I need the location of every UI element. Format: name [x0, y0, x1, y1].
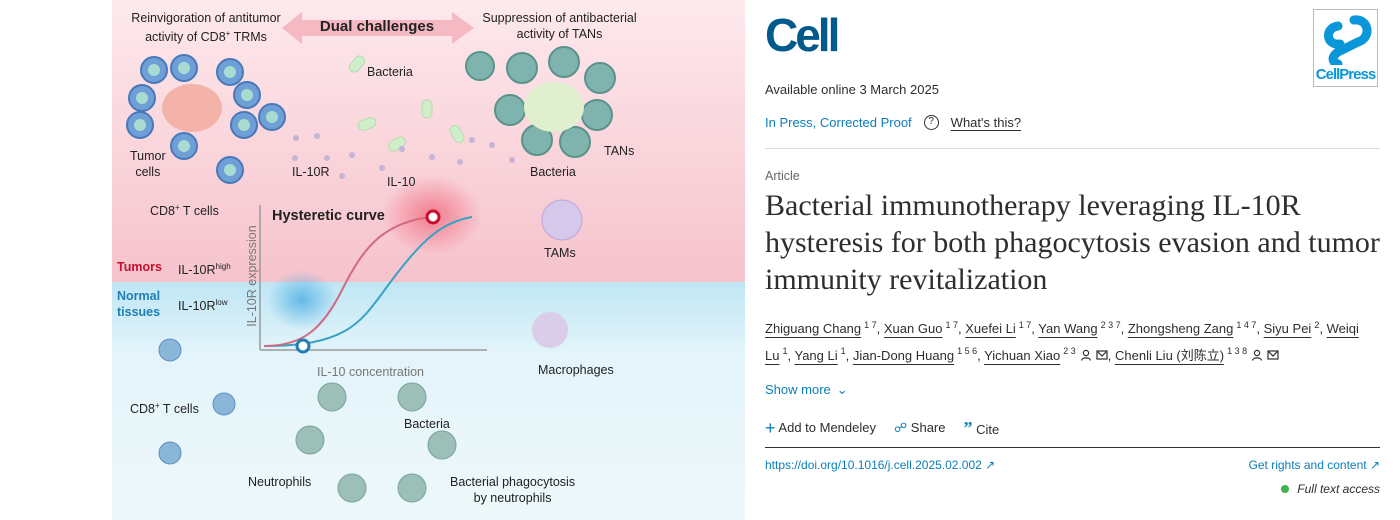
person-icon[interactable]: [1080, 346, 1092, 368]
plus-icon: +: [765, 417, 776, 438]
author-link[interactable]: Chenli Liu (刘陈立): [1114, 347, 1225, 363]
author-link[interactable]: Zhiguang Chang: [765, 321, 862, 337]
graphical-abstract: Reinvigoration of antitumor activity of C…: [112, 0, 745, 520]
divider: [765, 446, 1380, 448]
label-phagocytosis: Bacterial phagocytosis by neutrophils: [450, 475, 576, 505]
author-link[interactable]: Yan Wang: [1038, 321, 1098, 337]
actions-row: + Add to Mendeley ☍ Share ” Cite: [765, 418, 1390, 439]
label-bacteria-bottom: Bacteria: [404, 417, 450, 431]
author-link[interactable]: Siyu Pei: [1263, 321, 1312, 337]
article-header: Cell CellPress Available online 3 March …: [765, 0, 1390, 520]
affiliation-refs[interactable]: 1: [782, 346, 788, 357]
access-status: Full text access: [765, 482, 1380, 496]
label-il10r-low: IL-10Rlow: [178, 298, 228, 314]
author-link[interactable]: Zhongsheng Zang: [1127, 321, 1234, 337]
article-type: Article: [765, 169, 800, 183]
add-to-mendeley-button[interactable]: + Add to Mendeley: [765, 417, 876, 438]
author-link[interactable]: Xuefei Li: [965, 321, 1016, 337]
doi-link[interactable]: https://doi.org/10.1016/j.cell.2025.02.0…: [765, 457, 996, 472]
label-il10r: IL-10R: [292, 165, 330, 179]
show-more-button[interactable]: Show more ⌄: [765, 381, 848, 398]
affiliation-refs[interactable]: 1 4 7: [1236, 320, 1257, 330]
label-normal-tissues: Normal tissues: [117, 289, 161, 319]
affiliation-refs[interactable]: 2 3: [1063, 346, 1076, 357]
affiliation-refs[interactable]: 1: [840, 346, 846, 357]
axis-y-label: IL-10R expression: [245, 225, 259, 327]
whats-this-link[interactable]: What's this?: [950, 114, 1022, 130]
label-reinvigoration: Reinvigoration of antitumor activity of C…: [131, 11, 281, 45]
affiliation-refs[interactable]: 1 5 6: [957, 346, 978, 357]
affiliation-refs[interactable]: 1 7: [864, 320, 877, 330]
access-dot-icon: [1281, 484, 1290, 493]
label-macrophages: Macrophages: [538, 363, 614, 377]
label-tams: TAMs: [544, 246, 576, 260]
question-circle-icon[interactable]: ?: [923, 114, 939, 130]
article-title: Bacterial immunotherapy leveraging IL-10…: [765, 189, 1380, 296]
cite-button[interactable]: ” Cite: [963, 417, 1000, 438]
author-link[interactable]: Xuan Guo: [883, 321, 943, 337]
author-list: Zhiguang Chang 1 7, Xuan Guo 1 7, Xuefei L…: [765, 314, 1385, 368]
label-tumors: Tumors: [117, 260, 162, 274]
label-bacteria-tans: Bacteria: [530, 165, 576, 179]
label-tumor-cells: Tumor cells: [130, 149, 166, 179]
status-row: In Press, Corrected Proof ? What's this?: [765, 112, 1390, 132]
external-link-icon: ↗: [985, 457, 996, 472]
article-info: In Press, Corrected Proof ? What's this?…: [765, 112, 1390, 496]
label-bacteria-top: Bacteria: [367, 65, 413, 79]
divider: [765, 148, 1380, 149]
mail-icon[interactable]: [1096, 346, 1108, 368]
quote-icon: ”: [963, 417, 973, 438]
affiliation-refs[interactable]: 1 7: [1018, 320, 1032, 330]
author-link[interactable]: Weiqi Lu: [765, 321, 1359, 363]
affiliation-refs[interactable]: 1 3 8: [1227, 346, 1248, 357]
author-link[interactable]: Yang Li: [794, 347, 838, 363]
label-hysteretic-curve: Hysteretic curve: [272, 208, 385, 224]
axis-x-label: IL-10 concentration: [317, 365, 425, 379]
chevron-down-icon: ⌄: [836, 381, 848, 397]
available-online: Available online 3 March 2025: [765, 82, 939, 97]
author-link[interactable]: Jian-Dong Huang: [852, 347, 955, 363]
cell-journal-logo[interactable]: Cell: [765, 9, 840, 61]
label-dual-challenges: Dual challenges: [319, 18, 435, 35]
cellpress-logo[interactable]: CellPress: [1313, 9, 1378, 87]
affiliation-refs[interactable]: 2: [1314, 320, 1320, 330]
status-link[interactable]: In Press, Corrected Proof: [765, 114, 912, 130]
label-tans: TANs: [604, 144, 635, 158]
label-il10: IL-10: [387, 175, 416, 189]
cellpress-mark-icon: [1324, 15, 1372, 69]
share-icon: ☍: [894, 420, 908, 436]
label-neutrophils: Neutrophils: [248, 475, 312, 489]
mail-icon[interactable]: [1267, 346, 1279, 368]
external-link-icon: ↗: [1369, 457, 1380, 472]
rights-link[interactable]: Get rights and content ↗: [1248, 457, 1380, 472]
label-cd8-bottom: CD8+ T cells: [130, 401, 199, 417]
person-icon[interactable]: [1251, 346, 1263, 368]
author-link[interactable]: Yichuan Xiao: [984, 347, 1061, 363]
affiliation-refs[interactable]: 2 3 7: [1100, 320, 1121, 330]
graphical-abstract-illustration: [112, 0, 745, 520]
affiliation-refs[interactable]: 1 7: [945, 320, 958, 330]
share-button[interactable]: ☍ Share: [894, 420, 946, 436]
doi-row: https://doi.org/10.1016/j.cell.2025.02.0…: [765, 458, 1380, 472]
label-suppression: Suppression of antibacterial activity of …: [482, 11, 637, 41]
label-il10r-high: IL-10Rhigh: [178, 262, 231, 278]
label-cd8-top: CD8+ T cells: [150, 203, 219, 219]
